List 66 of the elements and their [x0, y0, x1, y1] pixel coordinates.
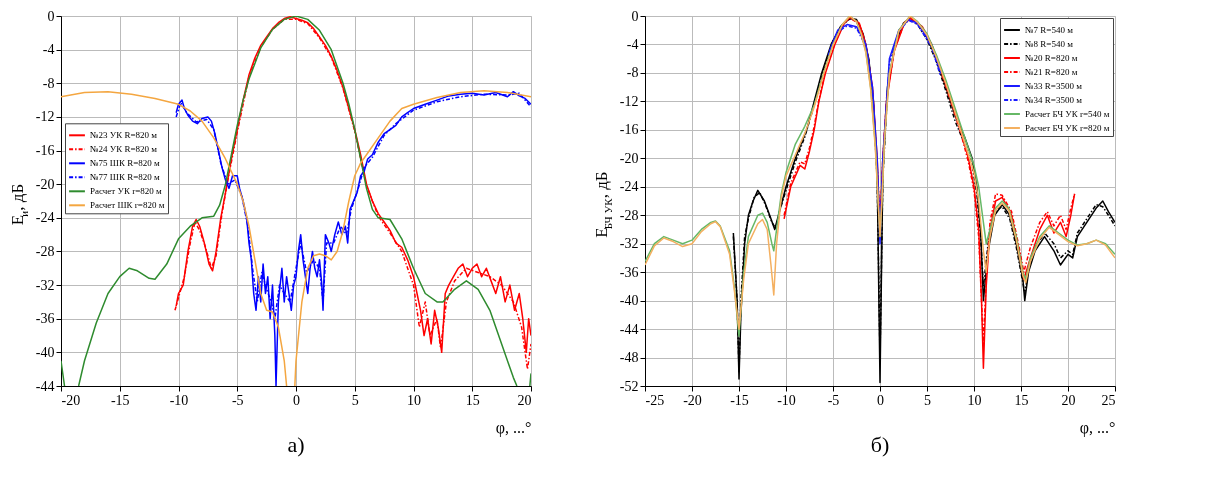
legend-label: Расчет УК r=820 м — [90, 186, 162, 197]
x-tick-label: -25 — [645, 392, 665, 408]
x-tick-label: -15 — [730, 392, 749, 408]
y-tick-label: -40 — [35, 344, 55, 360]
y-tick-label: -48 — [619, 350, 639, 366]
y-tick-label: -8 — [42, 75, 55, 91]
x-tick-label: 5 — [924, 392, 931, 408]
y-tick-label: -4 — [626, 36, 639, 52]
x-tick-label: 5 — [351, 392, 359, 408]
x-tick-label: -10 — [169, 392, 189, 408]
legend-label: Расчет БЧ УК r=820 м — [1025, 123, 1110, 133]
y-tick-label: -40 — [619, 293, 639, 309]
y-tick-label: 0 — [47, 8, 55, 24]
x-tick-label: 15 — [465, 392, 480, 408]
x-tick-label: 10 — [407, 392, 421, 408]
legend-label: №23 УК R=820 м — [90, 130, 158, 141]
y-tick-label: -8 — [626, 65, 639, 81]
x-tick-label: -10 — [777, 392, 796, 408]
x-tick-label: 0 — [877, 392, 884, 408]
legend-label: №75 ШК R=820 м — [90, 158, 160, 169]
legend-label: №24 УК R=820 м — [90, 144, 158, 155]
y-tick-label: -32 — [35, 277, 55, 293]
y-tick-label: -12 — [619, 93, 639, 109]
y-tick-label: -20 — [35, 176, 55, 192]
x-tick-label: -15 — [110, 392, 130, 408]
x-tick-label: -5 — [231, 392, 244, 408]
x-tick-label: 10 — [967, 392, 982, 408]
y-tick-label: -16 — [35, 143, 55, 159]
y-tick-label: -44 — [35, 378, 55, 394]
y-tick-label: -28 — [35, 243, 55, 259]
legend-label: №33 R=3500 м — [1025, 81, 1083, 91]
text: а) — [287, 432, 305, 457]
y-tick-label: -24 — [35, 210, 55, 226]
y-tick-label: -32 — [619, 236, 639, 252]
x-axis-title: φ, ...° — [1079, 418, 1116, 437]
legend-label: Расчет БЧ УК r=540 м — [1025, 109, 1110, 119]
legend-label: №7 R=540 м — [1025, 25, 1074, 35]
legend-label: №8 R=540 м — [1025, 39, 1074, 49]
x-tick-label: -20 — [683, 392, 702, 408]
y-axis-title: Eи, дБ — [8, 183, 30, 226]
x-tick-label: 20 — [1061, 392, 1076, 408]
x-tick-label: -5 — [827, 392, 840, 408]
x-tick-label: 20 — [517, 392, 532, 408]
y-tick-label: -24 — [619, 179, 639, 195]
y-tick-label: -36 — [35, 311, 55, 327]
y-tick-label: -28 — [619, 207, 639, 223]
text: б) — [870, 432, 890, 457]
x-tick-label: 0 — [293, 392, 300, 408]
y-tick-label: -4 — [42, 42, 55, 58]
x-tick-label: -20 — [61, 392, 81, 408]
legend-label: №21 R=820 м — [1025, 67, 1078, 77]
legend-label: №34 R=3500 м — [1025, 95, 1083, 105]
legend-label: №20 R=820 м — [1025, 53, 1078, 63]
y-tick-label: -36 — [619, 264, 639, 280]
legend-label: №77 ШК R=820 м — [90, 172, 160, 183]
x-tick-label: 15 — [1014, 392, 1029, 408]
y-tick-label: -20 — [619, 150, 639, 166]
y-tick-label: -52 — [619, 378, 639, 394]
y-tick-label: 0 — [631, 8, 639, 24]
y-tick-label: -12 — [35, 109, 55, 125]
y-tick-label: -44 — [619, 321, 639, 337]
y-tick-label: -16 — [619, 122, 639, 138]
x-axis-title: φ, ...° — [495, 418, 532, 437]
legend-label: Расчет ШК r=820 м — [90, 200, 165, 211]
x-tick-label: 25 — [1101, 392, 1116, 408]
y-axis-title: EБЧ УК, дБ — [592, 171, 614, 238]
